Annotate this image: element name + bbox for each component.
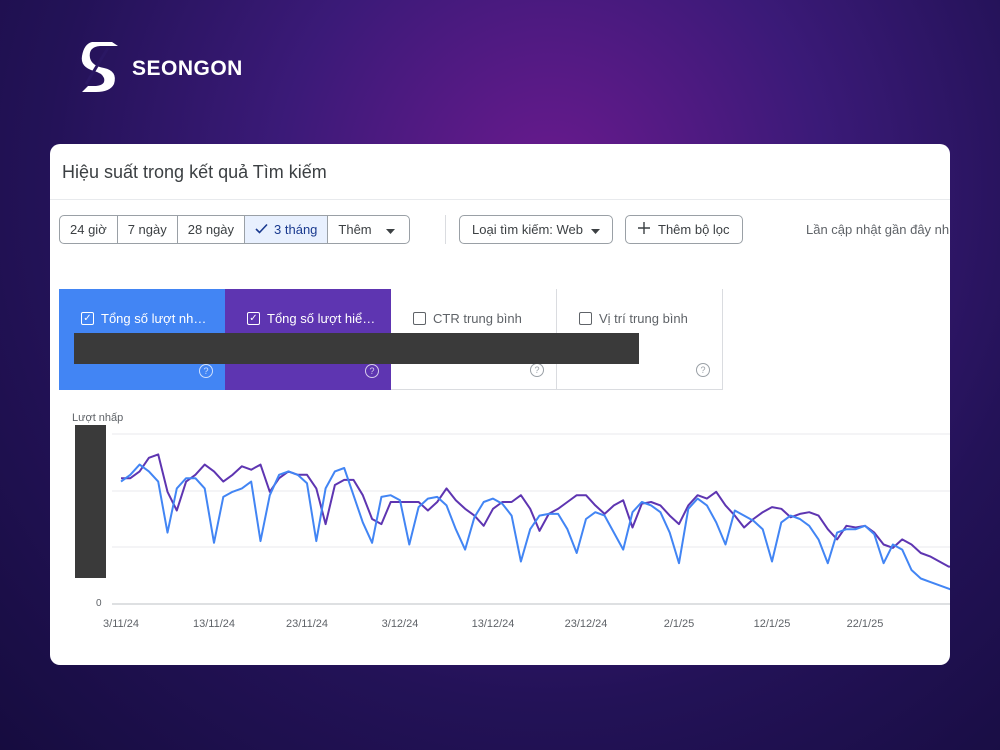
metric-card-position[interactable]: Vị trí trung bình ? bbox=[557, 289, 723, 390]
brand-logo: SEONGON bbox=[78, 38, 243, 99]
x-tick-label: 12/1/25 bbox=[754, 618, 791, 630]
plus-icon bbox=[638, 222, 650, 237]
metric-label: Tổng số lượt hiể… bbox=[267, 311, 376, 326]
x-tick-label: 3/11/24 bbox=[103, 618, 139, 630]
brand-name: SEONGON bbox=[132, 56, 243, 80]
x-tick-label: 13/12/24 bbox=[472, 618, 515, 630]
series-line-clicks bbox=[120, 463, 950, 591]
dropdown-arrow-icon bbox=[385, 222, 395, 237]
x-tick-label: 13/11/24 bbox=[193, 618, 235, 630]
y-axis-label: Lượt nhấp bbox=[72, 412, 124, 424]
metric-label: Tổng số lượt nh… bbox=[101, 311, 207, 326]
checkbox-checked-icon[interactable]: ✓ bbox=[81, 312, 94, 325]
performance-chart: 3/11/24 13/11/24 23/11/24 3/12/24 13/12/24 23… bbox=[103, 433, 950, 630]
checkbox-unchecked-icon[interactable] bbox=[413, 312, 426, 325]
help-icon[interactable]: ? bbox=[696, 363, 710, 377]
range-24h-button[interactable]: 24 giờ bbox=[60, 216, 118, 243]
check-icon bbox=[255, 222, 268, 237]
search-type-label: Loại tìm kiếm: Web bbox=[472, 222, 584, 237]
range-7d-button[interactable]: 7 ngày bbox=[118, 216, 178, 243]
x-tick-label: 3/12/24 bbox=[382, 618, 419, 630]
range-28d-button[interactable]: 28 ngày bbox=[178, 216, 246, 243]
performance-panel: Hiệu suất trong kết quả Tìm kiếm 24 giờ … bbox=[50, 144, 950, 665]
help-icon[interactable]: ? bbox=[365, 364, 379, 378]
metric-label: CTR trung bình bbox=[433, 311, 522, 326]
x-tick-label: 23/12/24 bbox=[565, 618, 608, 630]
x-tick-label: 23/11/24 bbox=[286, 618, 328, 630]
seongon-s-icon bbox=[78, 38, 122, 99]
date-range-selector: 24 giờ 7 ngày 28 ngày 3 tháng Thêm bbox=[59, 215, 410, 244]
add-filter-button[interactable]: Thêm bộ lọc bbox=[625, 215, 743, 244]
add-filter-label: Thêm bộ lọc bbox=[658, 222, 730, 237]
metric-label: Vị trí trung bình bbox=[599, 311, 688, 326]
redaction-bar bbox=[74, 333, 639, 364]
help-icon[interactable]: ? bbox=[199, 364, 213, 378]
range-more-button[interactable]: Thêm bbox=[328, 216, 408, 243]
x-tick-label: 22/1/25 bbox=[847, 618, 884, 630]
checkbox-unchecked-icon[interactable] bbox=[579, 312, 592, 325]
x-tick-label: 2/1/25 bbox=[664, 618, 695, 630]
redaction-bar-vertical bbox=[75, 425, 106, 578]
range-more-label: Thêm bbox=[338, 222, 372, 237]
dropdown-arrow-icon bbox=[591, 222, 601, 237]
series-line-impressions bbox=[121, 453, 950, 568]
range-3m-button[interactable]: 3 tháng bbox=[245, 216, 329, 243]
last-update-text: Lần cập nhật gần đây nh bbox=[806, 222, 950, 237]
y-tick-zero: 0 bbox=[96, 598, 102, 609]
page-title: Hiệu suất trong kết quả Tìm kiếm bbox=[62, 162, 327, 182]
toolbar-divider bbox=[445, 215, 446, 244]
range-3m-label: 3 tháng bbox=[274, 222, 318, 237]
search-type-dropdown[interactable]: Loại tìm kiếm: Web bbox=[459, 215, 614, 244]
checkbox-checked-icon[interactable]: ✓ bbox=[247, 312, 260, 325]
title-divider bbox=[50, 199, 950, 200]
